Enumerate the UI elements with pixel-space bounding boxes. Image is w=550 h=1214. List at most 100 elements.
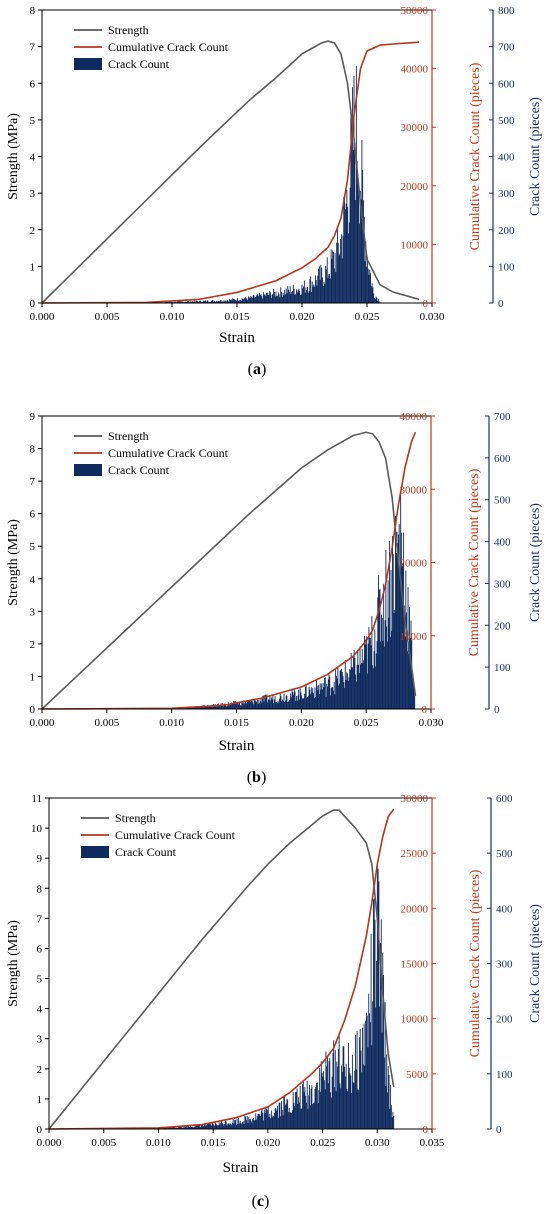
crack-count-bar <box>248 701 249 709</box>
crack-count-bar <box>226 300 228 303</box>
crack-count-bar <box>302 699 304 709</box>
crack-count-bar <box>335 271 337 303</box>
crack-count-bar <box>245 298 247 303</box>
y-left-tick-label: 4 <box>30 152 36 164</box>
crack-count-bar <box>260 1110 262 1129</box>
crack-count-bar <box>319 279 321 303</box>
crack-count-bar <box>217 1125 219 1129</box>
crack-count-bar <box>189 300 191 303</box>
crack-count-bar <box>184 301 186 303</box>
crack-count-bar <box>373 293 375 303</box>
crack-count-bar <box>270 292 271 303</box>
crack-count-bar <box>371 283 373 303</box>
crack-count-bar <box>346 1088 348 1129</box>
y-right2-tick-label: 200 <box>496 1014 513 1026</box>
crack-count-bar <box>290 693 292 709</box>
crack-count-bar <box>356 161 358 303</box>
crack-count-bar <box>189 1126 190 1129</box>
crack-count-bar <box>341 1065 342 1129</box>
y-right2-tick-label: 800 <box>498 5 515 17</box>
y-right1-axis-label: Cumulative Crack Count (pieces) <box>468 869 483 1057</box>
crack-count-bar <box>378 575 379 709</box>
crack-count-bar <box>175 1127 176 1129</box>
crack-count-bar <box>380 919 382 1129</box>
crack-count-bar <box>321 689 323 709</box>
crack-count-bar <box>186 1127 188 1129</box>
crack-count-bar <box>263 1109 265 1129</box>
crack-count-bar <box>192 301 194 303</box>
crack-count-bar <box>228 1124 230 1129</box>
crack-count-bar <box>231 1122 233 1129</box>
crack-count-bar <box>226 706 228 709</box>
crack-count-bar <box>301 1108 303 1129</box>
crack-count-bar <box>181 301 183 303</box>
y-right2-tick-label: 100 <box>496 1069 513 1081</box>
crack-count-bar <box>326 257 328 303</box>
crack-count-bar <box>286 1099 288 1129</box>
crack-count-bar <box>360 1050 362 1129</box>
y-right2-tick-label: 500 <box>498 115 515 127</box>
crack-count-bar <box>225 1121 227 1129</box>
crack-count-bar <box>198 706 200 709</box>
crack-count-bar <box>247 300 249 303</box>
crack-count-bar <box>199 1127 201 1129</box>
y-left-tick-label: 7 <box>30 42 36 54</box>
legend-label-crack-count: Crack Count <box>108 57 170 71</box>
crack-count-bar <box>281 291 282 303</box>
y-left-tick-label: 7 <box>30 476 36 488</box>
crack-count-bar <box>361 648 363 709</box>
crack-count-bar <box>371 1045 373 1129</box>
crack-count-bar <box>365 1012 367 1129</box>
strength-line <box>48 809 395 1130</box>
crack-count-bar <box>349 187 351 303</box>
crack-count-bar <box>273 291 275 303</box>
crack-count-bar <box>305 287 307 303</box>
crack-count-bar <box>286 293 288 303</box>
crack-count-bar <box>207 301 209 303</box>
y-left-tick-label: 5 <box>37 974 43 986</box>
crack-count-bar <box>348 222 350 303</box>
crack-count-bars <box>136 865 395 1129</box>
crack-count-bar <box>231 702 232 709</box>
crack-count-bar <box>345 1063 347 1129</box>
x-axis-label: Strain <box>219 330 255 346</box>
crack-count-bar <box>347 1091 349 1129</box>
crack-count-bar <box>374 299 376 303</box>
crack-count-bar <box>280 1116 282 1129</box>
y-left-tick-label: 1 <box>30 261 36 273</box>
y-right2-tick-label: 300 <box>494 578 511 590</box>
crack-count-bar <box>258 699 260 709</box>
crack-count-bar <box>312 1104 314 1129</box>
crack-count-bar <box>336 242 338 303</box>
crack-count-bar <box>232 704 234 709</box>
crack-count-bar <box>353 75 355 303</box>
crack-count-bar <box>366 1015 368 1129</box>
crack-count-bar <box>251 1122 253 1129</box>
crack-count-bar <box>272 1115 274 1129</box>
crack-count-bar <box>372 665 374 709</box>
crack-count-bar <box>249 700 251 709</box>
crack-count-bar <box>350 108 352 303</box>
crack-count-bar <box>301 284 303 303</box>
crack-count-bar <box>390 1105 392 1129</box>
crack-count-bar <box>218 704 220 709</box>
crack-count-bar <box>186 301 188 303</box>
crack-count-bar <box>278 702 280 709</box>
crack-count-bar <box>199 706 201 709</box>
crack-count-bar <box>184 301 186 303</box>
crack-count-bar <box>262 695 264 709</box>
crack-count-bar <box>324 677 326 709</box>
crack-count-bar <box>333 268 335 303</box>
crack-count-bar <box>395 553 397 709</box>
crack-count-bar <box>352 150 354 303</box>
crack-count-bar <box>341 258 343 303</box>
crack-count-bar <box>250 701 252 709</box>
crack-count-bar <box>260 698 262 709</box>
crack-count-bar <box>386 626 388 709</box>
y-right1-tick-label: 40000 <box>401 64 429 76</box>
crack-count-bar <box>348 1067 350 1129</box>
crack-count-bar <box>251 698 253 709</box>
crack-count-bars <box>171 491 416 709</box>
crack-count-bar <box>202 1125 204 1129</box>
crack-count-bar <box>269 1113 271 1129</box>
